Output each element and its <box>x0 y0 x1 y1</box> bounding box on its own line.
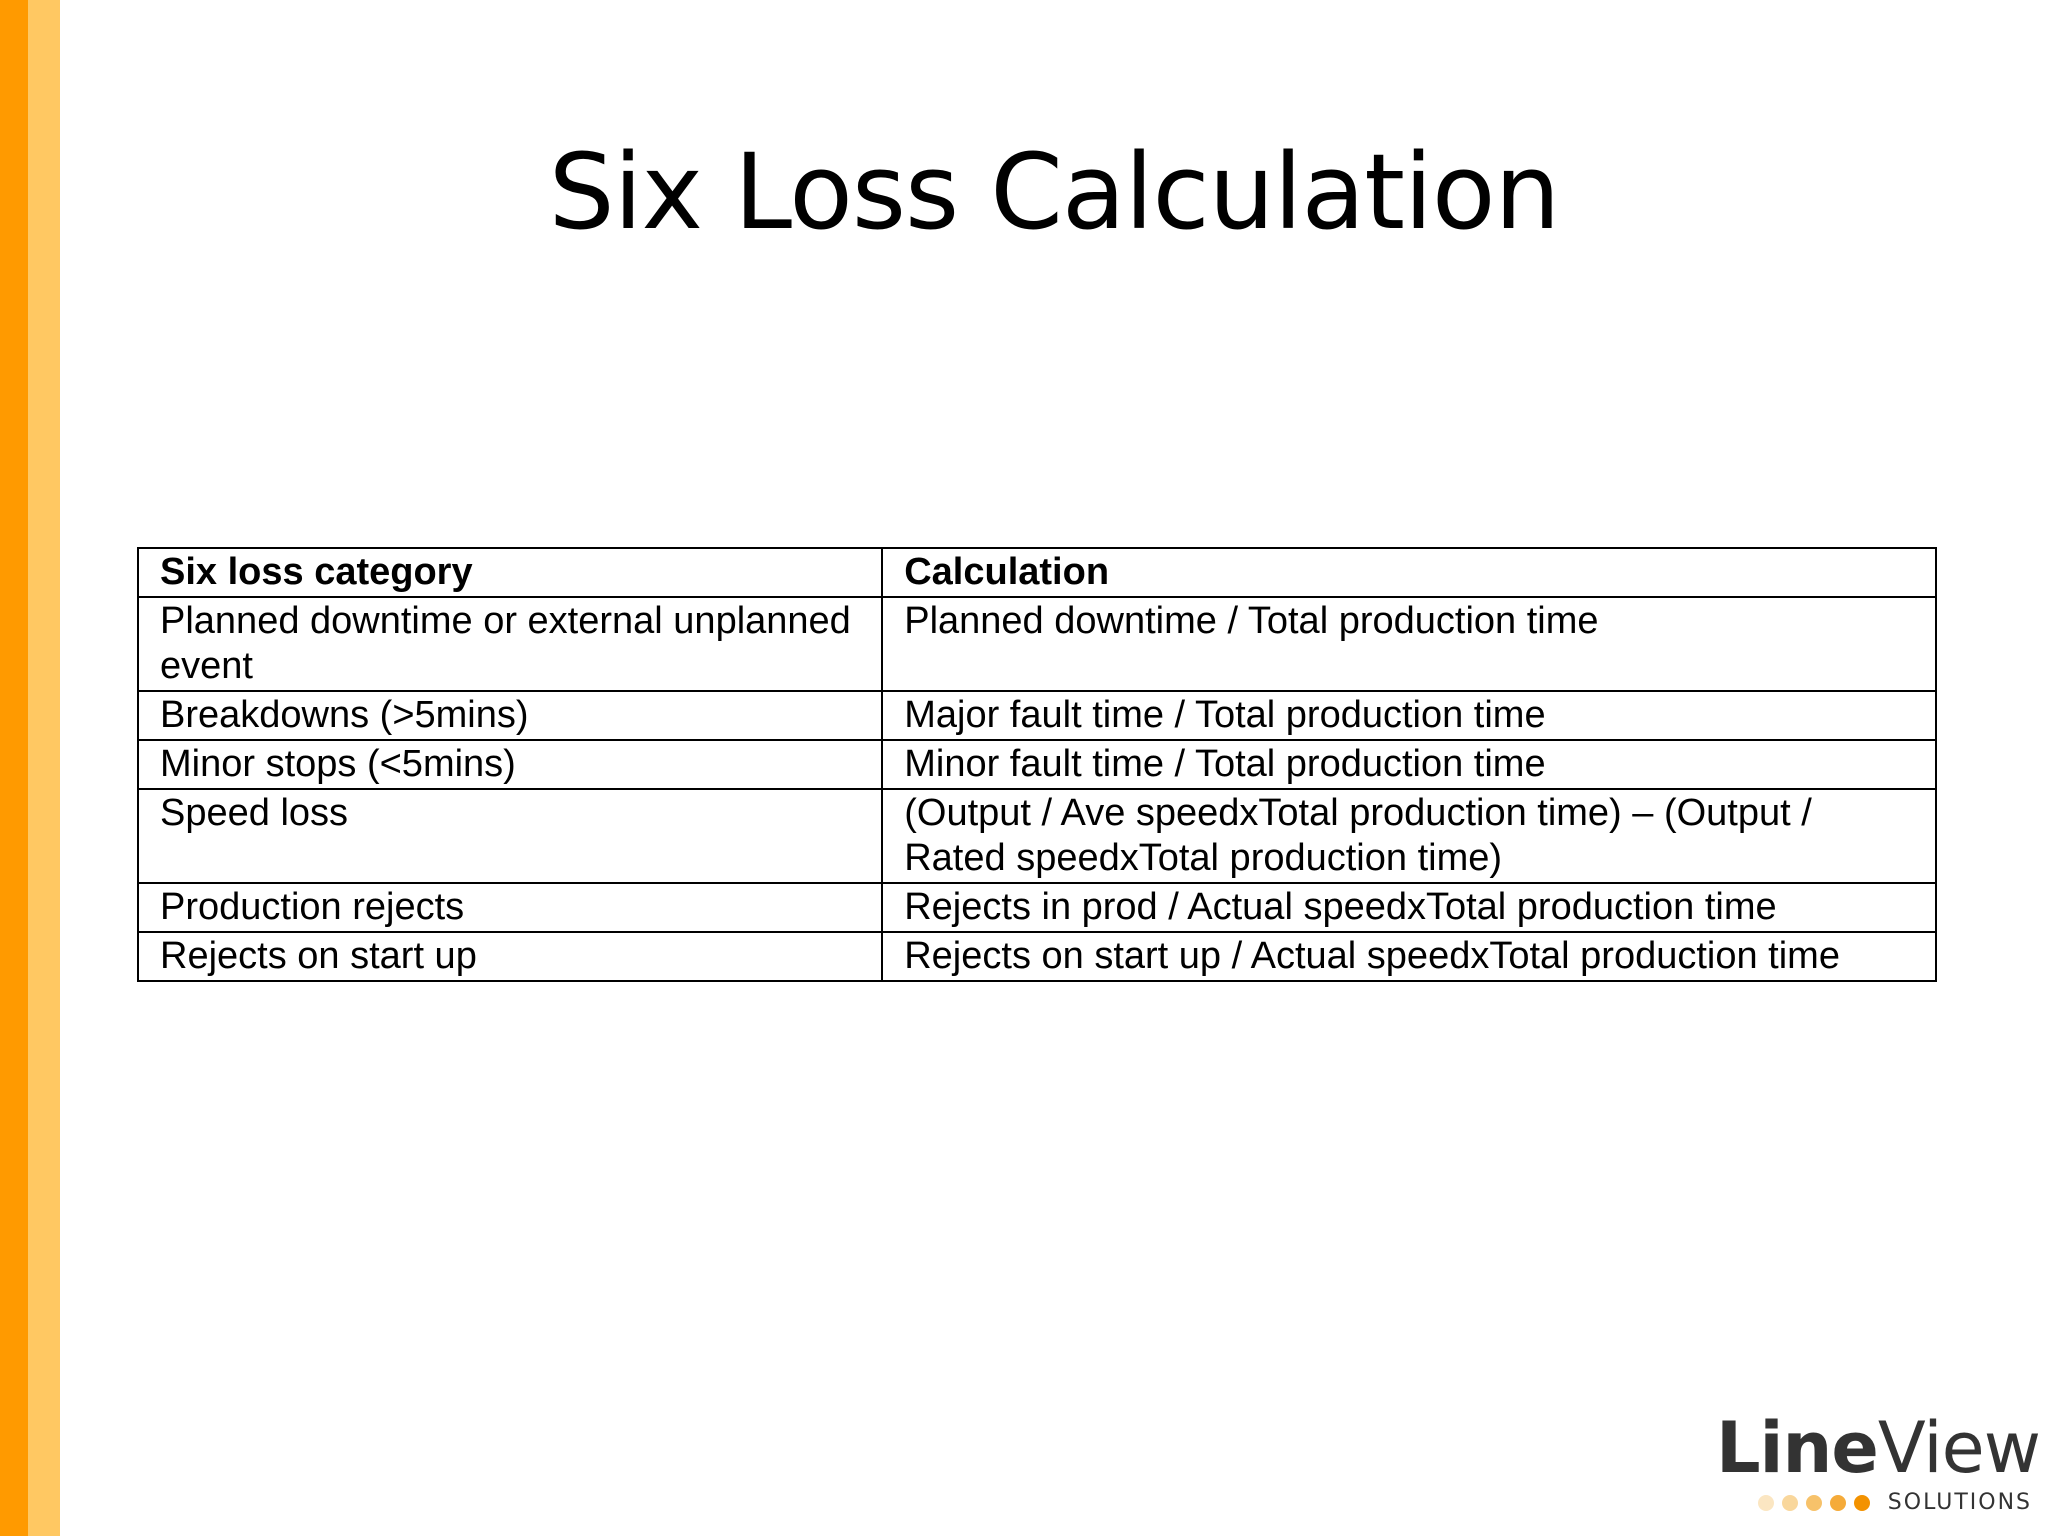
calculation-cell: Planned downtime / Total production time <box>881 596 1937 692</box>
category-cell: Rejects on start up <box>136 931 884 982</box>
logo-dot <box>1805 1494 1822 1511</box>
logo-dot <box>1757 1494 1774 1511</box>
category-cell: Speed loss <box>136 788 884 884</box>
calculation-cell: Rejects on start up / Actual speedxTotal… <box>881 931 1937 982</box>
category-cell: Planned downtime or external unplanned e… <box>136 596 884 692</box>
table-row: Speed loss (Output / Ave speedxTotal pro… <box>136 788 1937 884</box>
table-row: Production rejects Rejects in prod / Act… <box>136 882 1937 933</box>
header-six-loss-category: Six loss category <box>136 547 884 598</box>
logo-dots-row: SOLUTIONS <box>1757 1490 2032 1515</box>
logo-subtitle: SOLUTIONS <box>1887 1490 2032 1515</box>
table-row: Rejects on start up Rejects on start up … <box>136 931 1937 982</box>
logo-dot <box>1781 1494 1798 1511</box>
logo-dot <box>1853 1494 1870 1511</box>
logo-word-view: View <box>1877 1407 2041 1489</box>
header-calculation: Calculation <box>881 547 1937 598</box>
table-header-row: Six loss category Calculation <box>136 547 1937 598</box>
table-row: Planned downtime or external unplanned e… <box>136 596 1937 692</box>
calculation-cell: Minor fault time / Total production time <box>881 739 1937 790</box>
category-cell: Breakdowns (>5mins) <box>136 690 884 741</box>
logo-dot <box>1829 1494 1846 1511</box>
logo-wordmark: LineView <box>1715 1407 2041 1489</box>
lineview-logo: LineView SOLUTIONS <box>1710 1407 2041 1518</box>
slide-title: Six Loss Calculation <box>548 131 1561 253</box>
accent-stripe-dark <box>0 0 28 1536</box>
calculation-cell: (Output / Ave speedxTotal production tim… <box>881 788 1937 884</box>
accent-stripe-light <box>28 0 60 1536</box>
category-cell: Minor stops (<5mins) <box>136 739 884 790</box>
calculation-cell: Major fault time / Total production time <box>881 690 1937 741</box>
table-row: Breakdowns (>5mins) Major fault time / T… <box>136 690 1937 741</box>
six-loss-table: Six loss category Calculation Planned do… <box>136 547 1937 982</box>
category-cell: Production rejects <box>136 882 884 933</box>
calculation-cell: Rejects in prod / Actual speedxTotal pro… <box>881 882 1937 933</box>
table-row: Minor stops (<5mins) Minor fault time / … <box>136 739 1937 790</box>
logo-word-line: Line <box>1715 1407 1879 1489</box>
